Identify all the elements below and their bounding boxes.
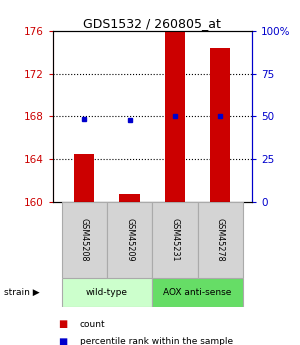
Bar	[165, 29, 185, 202]
Bar	[107, 202, 152, 278]
Bar	[152, 202, 198, 278]
Text: strain ▶: strain ▶	[4, 288, 40, 297]
Text: wild-type: wild-type	[86, 288, 128, 297]
Title: GDS1532 / 260805_at: GDS1532 / 260805_at	[83, 17, 221, 30]
Text: AOX anti-sense: AOX anti-sense	[164, 288, 232, 297]
Bar	[198, 202, 243, 278]
Text: GSM45209: GSM45209	[125, 218, 134, 262]
Text: ■: ■	[58, 319, 68, 329]
Text: count: count	[80, 320, 105, 329]
Text: ■: ■	[58, 337, 68, 345]
Bar	[210, 48, 230, 202]
Bar	[61, 202, 107, 278]
Bar	[119, 194, 140, 202]
Bar	[152, 278, 243, 307]
Text: GSM45278: GSM45278	[216, 218, 225, 262]
Bar	[74, 154, 94, 202]
Text: GSM45231: GSM45231	[170, 218, 179, 262]
Text: GSM45208: GSM45208	[80, 218, 89, 262]
Text: percentile rank within the sample: percentile rank within the sample	[80, 337, 232, 345]
Bar	[61, 278, 152, 307]
